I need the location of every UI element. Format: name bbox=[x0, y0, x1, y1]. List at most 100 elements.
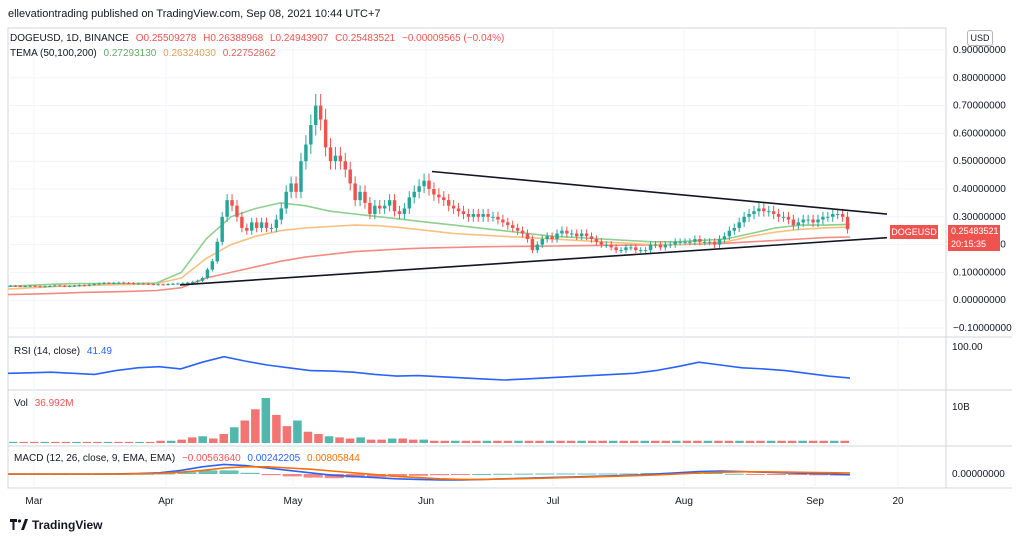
macd-histogram-bar bbox=[514, 473, 534, 475]
volume-bar bbox=[40, 441, 50, 443]
macd-histogram-bar bbox=[808, 474, 828, 476]
candle-body bbox=[131, 283, 136, 285]
rsi-label: RSI (14, close) bbox=[14, 346, 81, 357]
time-axis-ticks[interactable]: Mar Apr May Jun Jul Aug Sep 20 bbox=[25, 496, 904, 507]
volume-bar bbox=[587, 440, 597, 443]
rsi-path bbox=[7, 355, 851, 381]
volume-bar bbox=[387, 438, 397, 443]
volume-bar bbox=[366, 439, 376, 443]
macd-legend[interactable]: MACD (12, 26, close, 9, EMA, EMA) −0.005… bbox=[14, 453, 364, 464]
macd-value-1: −0.00563640 bbox=[181, 453, 241, 464]
volume-bar bbox=[398, 438, 407, 443]
volume-bar bbox=[745, 440, 755, 443]
candle-body bbox=[200, 277, 205, 281]
vol-legend[interactable]: Vol 36.992M bbox=[14, 398, 78, 409]
candle-body bbox=[594, 239, 599, 242]
candle-body bbox=[82, 285, 87, 287]
tradingview-logo[interactable]: TradingView bbox=[10, 518, 102, 532]
candle-body bbox=[678, 241, 682, 243]
candle-body bbox=[348, 169, 352, 184]
candle-body bbox=[466, 214, 471, 217]
candle-body bbox=[845, 216, 850, 230]
trendlines[interactable] bbox=[179, 170, 888, 286]
candle-body bbox=[8, 285, 13, 287]
candle-body bbox=[117, 282, 121, 284]
volume-bar bbox=[377, 439, 386, 443]
candle-body bbox=[156, 284, 160, 286]
candle-body bbox=[437, 194, 441, 198]
volume-bar bbox=[566, 440, 576, 443]
price-tick-label: 0.90000000 bbox=[953, 45, 1006, 56]
candle-body bbox=[215, 241, 219, 262]
volume-bar bbox=[72, 441, 81, 443]
candle-body bbox=[703, 241, 707, 243]
candle-body bbox=[816, 219, 820, 223]
candle-body bbox=[259, 222, 264, 228]
macd-histogram-bar bbox=[282, 474, 302, 477]
volume-bar bbox=[430, 440, 439, 443]
candle-body bbox=[235, 205, 239, 217]
published-header: ellevationtrading published on TradingVi… bbox=[8, 8, 381, 20]
symbol-legend[interactable]: DOGEUSD, 1D, BINANCE O0.25509278 H0.2638… bbox=[10, 33, 508, 44]
candle-body bbox=[791, 219, 796, 226]
candle-body bbox=[358, 191, 362, 201]
candle-body bbox=[121, 282, 126, 284]
candle-body bbox=[840, 214, 845, 217]
rsi-legend[interactable]: RSI (14, close) 41.49 bbox=[14, 346, 116, 357]
candle-body bbox=[304, 144, 308, 162]
candle-body bbox=[717, 239, 722, 245]
candle-body bbox=[826, 216, 830, 218]
symbol-price-tag: DOGEUSD bbox=[890, 225, 938, 239]
candle-body bbox=[353, 183, 357, 201]
candle-body bbox=[136, 283, 141, 285]
candle-body bbox=[530, 239, 535, 251]
candle-body bbox=[767, 211, 771, 213]
price-tick-label: 0.30000000 bbox=[953, 212, 1006, 223]
brand-label: TradingView bbox=[32, 518, 103, 532]
candle-body bbox=[639, 250, 643, 252]
macd-histogram-bar bbox=[430, 474, 450, 476]
candle-body bbox=[92, 284, 96, 286]
volume-bar bbox=[672, 440, 681, 443]
candle-body bbox=[757, 208, 761, 212]
candle-body bbox=[624, 247, 628, 251]
volume-bar bbox=[535, 440, 544, 443]
candle-body bbox=[323, 119, 328, 148]
macd-histogram-bar bbox=[493, 473, 513, 475]
candle-body bbox=[294, 183, 298, 192]
candle-body bbox=[373, 205, 377, 215]
candle-body bbox=[762, 208, 766, 212]
currency-button[interactable]: USD bbox=[967, 30, 993, 46]
candle-body bbox=[589, 236, 594, 240]
grid bbox=[8, 30, 946, 488]
candle-body bbox=[112, 282, 116, 284]
candle-body bbox=[48, 286, 52, 288]
volume-bar bbox=[798, 440, 807, 443]
candle-body bbox=[407, 197, 412, 209]
macd-histogram-bar bbox=[703, 472, 723, 474]
candle-body bbox=[220, 216, 224, 242]
candle-body bbox=[57, 285, 62, 287]
tema-legend[interactable]: TEMA (50,100,200) 0.27293130 0.26324030 … bbox=[10, 48, 280, 59]
candle-body bbox=[648, 244, 653, 251]
price-tick-label: 0.80000000 bbox=[953, 73, 1006, 84]
candle-body bbox=[707, 241, 712, 243]
macd-histogram-bar bbox=[598, 473, 618, 475]
candle-body bbox=[289, 183, 293, 192]
volume-bar bbox=[30, 441, 39, 443]
tema-200-path bbox=[7, 236, 851, 296]
volume-bar bbox=[461, 440, 471, 443]
macd-histogram-bar bbox=[387, 474, 407, 477]
macd-histogram-bar bbox=[156, 473, 176, 475]
candle-body bbox=[166, 284, 170, 286]
candle-body bbox=[77, 285, 82, 287]
ohlc-open: O0.25509278 bbox=[135, 33, 197, 44]
volume-bar bbox=[272, 414, 281, 443]
volume-bar bbox=[766, 440, 776, 443]
time-tick-label: Apr bbox=[158, 496, 174, 507]
price-axis-ticks[interactable]: 0.90000000 0.80000000 0.70000000 0.60000000… bbox=[953, 45, 1012, 334]
time-tick-label: Aug bbox=[675, 496, 693, 507]
price-tick-label: 0.50000000 bbox=[953, 156, 1006, 167]
candle-body bbox=[412, 191, 416, 198]
